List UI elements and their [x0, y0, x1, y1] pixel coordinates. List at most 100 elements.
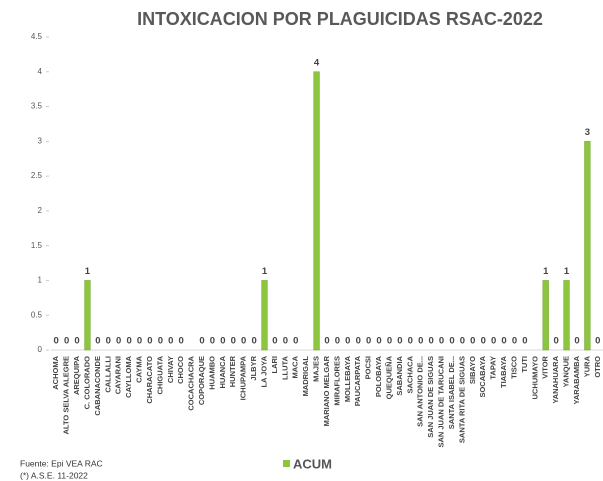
x-tick-label: CAYMA	[135, 355, 144, 382]
value-label: 1	[564, 266, 570, 277]
x-tick-label: YANAHUARA	[551, 355, 560, 403]
value-label: 0	[470, 336, 475, 347]
x-tick-label: CHOCO	[176, 356, 185, 384]
value-label: 4	[314, 57, 320, 68]
x-tick-label: C. COLORADO	[82, 356, 91, 409]
x-tick-label: ALTO SELVA ALEGRE	[62, 356, 71, 434]
legend-swatch	[283, 460, 290, 467]
value-label: 0	[501, 336, 506, 347]
bar	[84, 280, 91, 351]
value-label: 0	[595, 336, 600, 347]
y-tick-label: 2.5	[31, 171, 43, 180]
value-label: 0	[345, 336, 350, 347]
y-tick-label: 0.5	[31, 310, 43, 319]
value-label: 0	[54, 336, 59, 347]
y-tick-label: 1.5	[31, 241, 43, 250]
y-tick-label: 1	[38, 276, 43, 285]
value-label: 0	[460, 336, 465, 347]
x-tick-label: CABANACONDE	[93, 356, 102, 416]
x-tick-label: VITOR	[541, 355, 550, 378]
x-tick-label: LARI	[270, 356, 279, 374]
x-tick-label: SOCABAYA	[478, 355, 487, 397]
y-tick-label: 4	[38, 67, 43, 76]
value-label: 0	[106, 336, 111, 347]
x-tick-label: CAYARANI	[114, 356, 123, 394]
bar	[313, 71, 320, 351]
y-tick-label: 0	[38, 345, 43, 354]
x-tick-label: TIABAYA	[499, 355, 508, 388]
x-tick-label: MIRAFLORES	[332, 356, 341, 406]
value-label: 0	[449, 336, 454, 347]
x-tick-label: SABANDIA	[395, 355, 404, 395]
x-tick-label: HUANCA	[218, 355, 227, 388]
bar	[542, 280, 549, 351]
x-tick-label: CHARACATO	[145, 356, 154, 404]
x-tick-label: CHIVAY	[166, 356, 175, 383]
x-tick-label: COCACHACRA	[187, 355, 196, 410]
chart-title: INTOXICACION POR PLAGUICIDAS RSAC-2022	[137, 9, 543, 29]
value-label: 1	[85, 266, 91, 277]
y-tick-label: 2	[38, 206, 43, 215]
x-tick-label: HUAMBO	[207, 356, 216, 390]
x-tick-label: SANTA RITA DE SIGUAS	[457, 356, 466, 443]
x-tick-label: SACHACA	[405, 355, 414, 393]
x-tick-label: POCSI	[364, 356, 373, 379]
value-label: 0	[335, 336, 340, 347]
value-label: 0	[481, 336, 486, 347]
value-label: 0	[512, 336, 517, 347]
value-label: 0	[251, 336, 256, 347]
x-tick-label: SAN JUAN DE SIGUAS	[426, 356, 435, 438]
bar	[261, 280, 268, 351]
value-label: 0	[418, 336, 423, 347]
x-tick-label: UCHUMAYO	[530, 356, 539, 400]
value-label: 0	[553, 336, 558, 347]
value-label: 0	[397, 336, 402, 347]
value-label: 0	[293, 336, 298, 347]
value-label: 0	[429, 336, 434, 347]
x-tick-label: MACA	[291, 355, 300, 378]
bar	[584, 141, 591, 351]
value-label: 0	[64, 336, 69, 347]
value-label: 0	[439, 336, 444, 347]
value-label: 3	[585, 127, 590, 138]
value-label: 0	[387, 336, 392, 347]
x-tick-label: ICHUPAMPA	[239, 355, 248, 400]
x-tick-label: QUEQUEÑA	[384, 355, 393, 399]
y-tick-label: 4.5	[31, 32, 43, 41]
x-tick-label: LLUTA	[280, 355, 289, 380]
value-label: 0	[199, 336, 204, 347]
x-tick-label: YARABAMBA	[572, 355, 581, 404]
date-note: (*) A.S.E. 11-2022	[20, 470, 88, 480]
x-tick-label: POLOBAYA	[374, 355, 383, 397]
value-label: 0	[376, 336, 381, 347]
value-label: 0	[408, 336, 413, 347]
x-tick-label: SAN ANTONIO DE...	[416, 356, 425, 427]
value-label: 0	[179, 336, 184, 347]
x-tick-label: MOLLEBAYA	[343, 355, 352, 402]
x-tick-label: LA JOYA	[259, 355, 268, 387]
x-tick-label: CALLALLI	[103, 356, 112, 393]
value-label: 0	[574, 336, 579, 347]
x-tick-label: TUTI	[520, 356, 529, 373]
value-label: 0	[137, 336, 142, 347]
value-label: 0	[147, 336, 152, 347]
source-note: Fuente: Epi VEA RAC	[20, 458, 103, 468]
x-tick-label: CHIGUATA	[155, 355, 164, 394]
x-tick-label: OTRO	[593, 356, 602, 378]
value-label: 0	[241, 336, 246, 347]
x-tick-label: TISCO	[509, 356, 518, 379]
x-tick-label: TAPAY	[489, 356, 498, 380]
value-label: 0	[220, 336, 225, 347]
x-tick-label: JLBYR	[249, 355, 258, 380]
x-tick-label: MAJES	[312, 356, 321, 382]
value-label: 0	[95, 336, 100, 347]
value-label: 0	[126, 336, 131, 347]
value-label: 0	[272, 336, 277, 347]
x-tick-label: PAUCARPATA	[353, 355, 362, 406]
value-label: 1	[262, 266, 268, 277]
x-tick-label: CAYLLOMA	[124, 355, 133, 397]
value-label: 0	[74, 336, 79, 347]
x-tick-label: MADRIGAL	[301, 356, 310, 397]
x-tick-label: SAN JUAN DE TARUCANI	[437, 356, 446, 448]
